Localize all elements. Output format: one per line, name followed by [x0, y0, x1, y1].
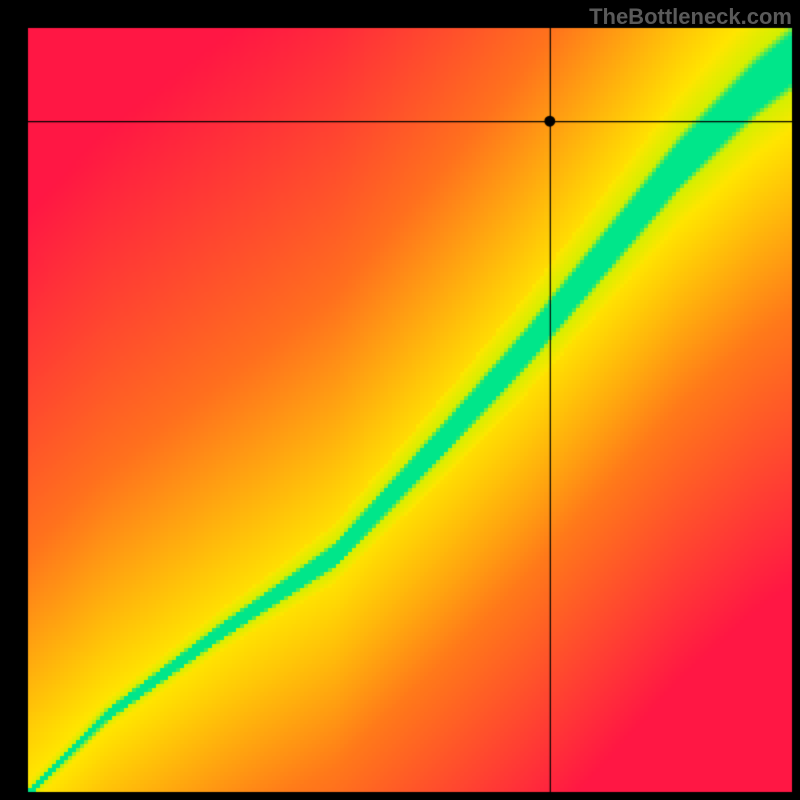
chart-container: { "chart": { "type": "heatmap", "canvas_…	[0, 0, 800, 800]
watermark-text: TheBottleneck.com	[589, 4, 792, 30]
bottleneck-heatmap-canvas	[0, 0, 800, 800]
